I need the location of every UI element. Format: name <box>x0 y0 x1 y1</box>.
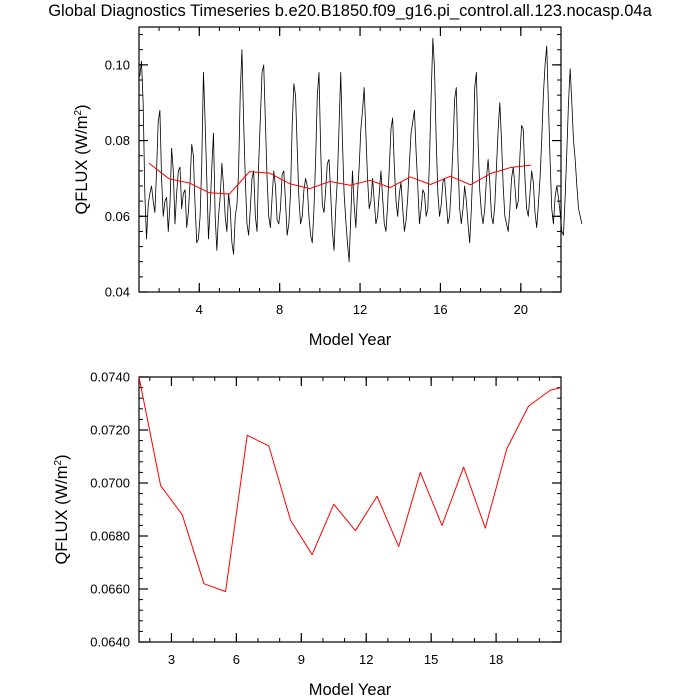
y-tick-label: 0.0660 <box>90 582 130 597</box>
x-tick-label: 16 <box>433 302 447 317</box>
y-tick-label: 0.0740 <box>90 370 130 385</box>
x-tick-label: 6 <box>233 652 240 667</box>
y-tick-label: 0.0640 <box>90 635 130 650</box>
x-tick-label: 4 <box>196 302 203 317</box>
x-tick-label: 8 <box>276 302 283 317</box>
x-tick-label: 15 <box>424 652 438 667</box>
x-axis-label: Model Year <box>309 331 392 349</box>
x-tick-label: 18 <box>489 652 503 667</box>
x-tick-label: 12 <box>359 652 373 667</box>
y-tick-label: 0.04 <box>105 285 130 300</box>
x-tick-label: 3 <box>168 652 175 667</box>
top-panel: 4 8 12 16 20 0.04 0.06 0.08 0.10 Model Year QFLUX … <box>73 26 583 349</box>
figure-title: Global Diagnostics Timeseries b.e20.B185… <box>48 2 652 20</box>
y-axis-label: QFLUX (W/m2) <box>53 454 71 564</box>
y-tick-label: 0.06 <box>105 209 130 224</box>
y-tick-label: 0.0700 <box>90 476 130 491</box>
plot-frame <box>138 26 562 293</box>
x-axis-label: Model Year <box>309 681 392 699</box>
monthly-series-line <box>139 37 583 263</box>
y-tick-label: 0.0720 <box>90 423 130 438</box>
y-axis-label: QFLUX (W/m2) <box>73 104 91 214</box>
annual-mean-line <box>148 162 531 195</box>
plot-frame <box>138 376 562 643</box>
y-tick-label: 0.08 <box>105 133 130 148</box>
annual-mean-line <box>138 376 562 593</box>
y-tick-label: 0.10 <box>105 57 130 72</box>
x-tick-label: 20 <box>514 302 528 317</box>
bottom-panel: 3 6 9 12 15 18 0.0640 0.0660 0.0680 0.0700 0.0720 0… <box>53 370 562 699</box>
x-tick-label: 12 <box>353 302 367 317</box>
y-tick-label: 0.0680 <box>90 529 130 544</box>
x-tick-label: 9 <box>298 652 305 667</box>
